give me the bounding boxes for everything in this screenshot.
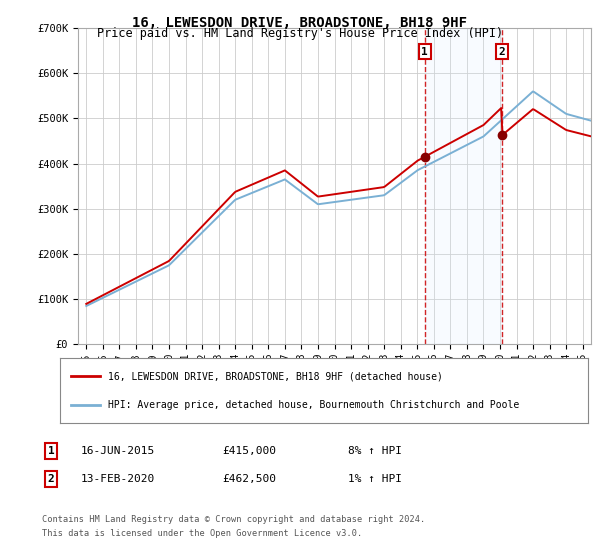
Text: 16, LEWESDON DRIVE, BROADSTONE, BH18 9HF (detached house): 16, LEWESDON DRIVE, BROADSTONE, BH18 9HF… bbox=[107, 371, 442, 381]
Text: 16-JUN-2015: 16-JUN-2015 bbox=[81, 446, 155, 456]
Text: This data is licensed under the Open Government Licence v3.0.: This data is licensed under the Open Gov… bbox=[42, 529, 362, 538]
Text: HPI: Average price, detached house, Bournemouth Christchurch and Poole: HPI: Average price, detached house, Bour… bbox=[107, 400, 519, 410]
Bar bbox=[425, 28, 502, 344]
Text: 1: 1 bbox=[421, 46, 428, 57]
Text: 1: 1 bbox=[47, 446, 55, 456]
Text: £415,000: £415,000 bbox=[222, 446, 276, 456]
Text: Contains HM Land Registry data © Crown copyright and database right 2024.: Contains HM Land Registry data © Crown c… bbox=[42, 515, 425, 524]
Text: 2: 2 bbox=[499, 46, 505, 57]
Text: £462,500: £462,500 bbox=[222, 474, 276, 484]
Text: 8% ↑ HPI: 8% ↑ HPI bbox=[348, 446, 402, 456]
Text: 2: 2 bbox=[47, 474, 55, 484]
Text: Price paid vs. HM Land Registry's House Price Index (HPI): Price paid vs. HM Land Registry's House … bbox=[97, 27, 503, 40]
Text: 16, LEWESDON DRIVE, BROADSTONE, BH18 9HF: 16, LEWESDON DRIVE, BROADSTONE, BH18 9HF bbox=[133, 16, 467, 30]
Text: 1% ↑ HPI: 1% ↑ HPI bbox=[348, 474, 402, 484]
Text: 13-FEB-2020: 13-FEB-2020 bbox=[81, 474, 155, 484]
